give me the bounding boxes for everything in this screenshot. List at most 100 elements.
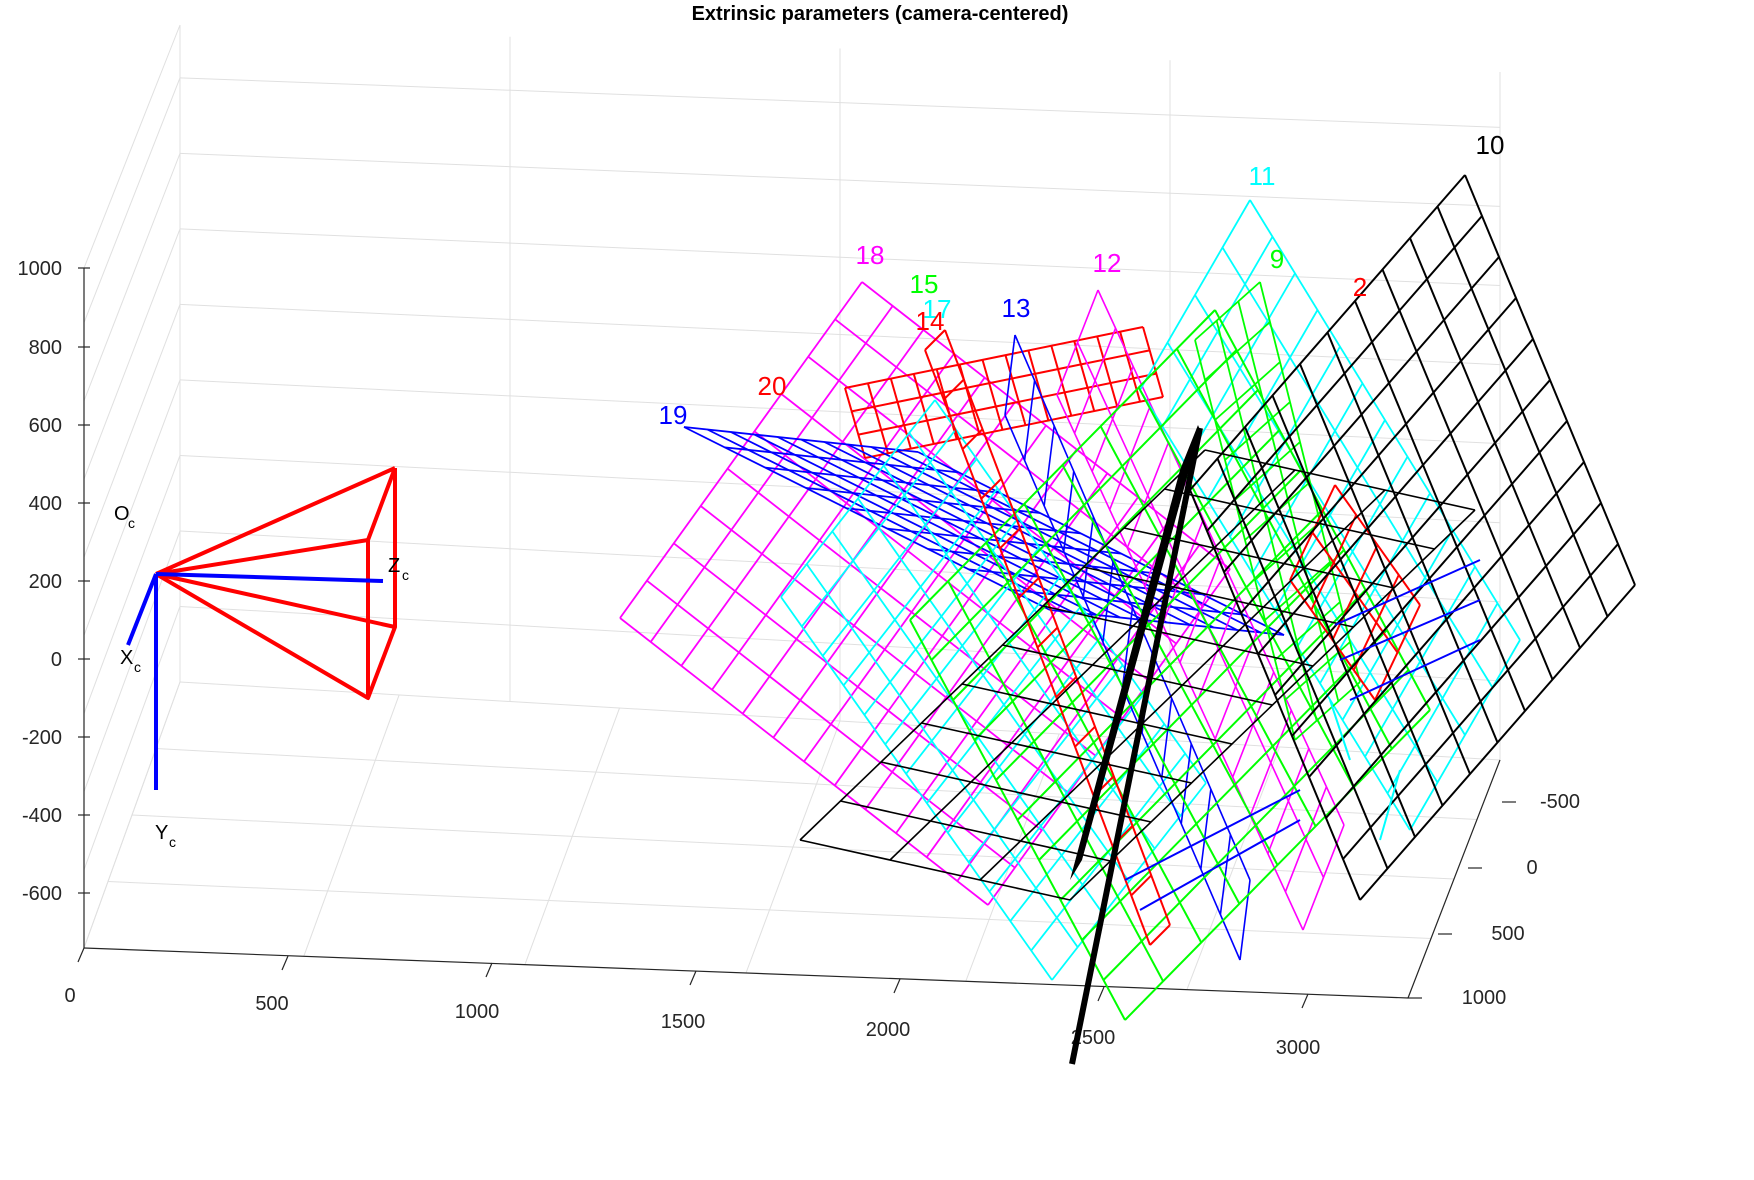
plane-grid-line (935, 368, 958, 440)
plane-grid-line (912, 373, 935, 445)
plane-grid-line (1027, 350, 1050, 421)
plane-grid-line (1126, 442, 1170, 549)
frustum-edge (155, 466, 396, 576)
plane-grid-line (1023, 380, 1036, 461)
plane-grid-line (858, 372, 1157, 436)
calibration-planes (619, 174, 1636, 1065)
plane-grid-line (1142, 326, 1164, 398)
plane-grid-line (882, 465, 1156, 850)
plane-grid-line (1204, 449, 1476, 511)
plane-grid-line (1139, 199, 1251, 391)
camera-y-label-subscript: c (169, 834, 176, 850)
plane-grid-line (1016, 509, 1324, 821)
y-tick-label: 1000 (1462, 987, 1507, 1009)
axes: 0 500 1000 1500 2000 2500 3000-500050010001000… (18, 258, 1581, 1059)
plane-grid-line (1239, 879, 1251, 961)
x-tick-label: 3000 (1276, 1037, 1321, 1059)
grid-line (179, 228, 1501, 287)
plane-grid-line (1055, 676, 1077, 698)
grid-line (155, 748, 1478, 820)
camera-z-label: Z (388, 555, 400, 577)
plane-grid-line (1149, 924, 1171, 946)
plane-19 (683, 426, 1285, 636)
plane-19-fragment (1124, 559, 1481, 911)
plane-grid-line (1009, 588, 1244, 616)
plane-grid-line (1096, 336, 1119, 407)
x-tick-label: 2000 (866, 1019, 911, 1041)
plane-grid-line (889, 378, 912, 449)
plane-edge-on (1070, 425, 1200, 880)
plane-grid-line (1409, 639, 1521, 831)
plane-grid-line (1130, 874, 1152, 897)
x-camera-axis (126, 573, 158, 646)
plane-grid-line (1102, 561, 1114, 643)
plane-grid-line (927, 548, 1163, 575)
plane-grid-line (805, 563, 1079, 948)
z-tick-label: 1000 (18, 258, 63, 280)
x-tick-label: 2500 (1071, 1027, 1116, 1049)
plane-grid-line (683, 426, 919, 453)
plane-grid-line (1254, 521, 1321, 581)
plane-grid-line (1310, 514, 1358, 611)
x-tick-mark (1301, 993, 1309, 1009)
grid-line (83, 455, 181, 714)
plane-grid-line (1069, 509, 1476, 901)
plane-grid-line (741, 377, 986, 715)
y-axis-line (1407, 759, 1501, 999)
x-tick-mark (689, 970, 697, 986)
plane-segment (1139, 819, 1301, 911)
plane-grid-line (831, 530, 1105, 915)
plane-grid-line (823, 441, 1191, 626)
z-tick-label: 600 (29, 415, 62, 437)
plane-edge-on-line (1069, 427, 1203, 1065)
plane-grid-line (777, 436, 1145, 621)
plane-grid-line (1200, 789, 1212, 870)
plane-grid-line (979, 489, 1386, 881)
plane-grid-line (1161, 236, 1274, 428)
plane-label: 12 (1093, 248, 1122, 278)
plane-grid-line (1004, 354, 1027, 426)
x-tick-label: 1500 (661, 1011, 706, 1033)
plane-grid-line (1051, 782, 1207, 981)
camera-x-label: X (120, 647, 133, 669)
plane-14 (924, 329, 1171, 946)
plane-segment (1379, 769, 1401, 841)
plane-segment (1124, 789, 1301, 881)
plane-grid-line (844, 326, 1144, 389)
chart-title: Extrinsic parameters (camera-centered) (692, 3, 1069, 25)
plane-grid-line (1083, 566, 1354, 628)
plane-label: 2 (1353, 272, 1367, 302)
plane-grid-line (1189, 174, 1466, 491)
z-camera-axis (155, 572, 384, 583)
plane-grid-line (1234, 441, 1301, 501)
plane-grid-line (1050, 345, 1073, 417)
plane-grid-line (1240, 297, 1517, 614)
plane-grid-line (765, 466, 1000, 494)
x-tick-label: 0 (64, 985, 75, 1007)
plane-grid-line (1267, 748, 1310, 854)
plane-label: 19 (659, 400, 688, 430)
plane-grid-line (1082, 516, 1095, 597)
plane-grid-line (805, 487, 1041, 514)
frustum-edge (155, 572, 396, 629)
y-tick-label: -500 (1540, 791, 1580, 813)
plane-grid-line (1073, 327, 1117, 434)
plane-grid-line (1206, 309, 1319, 501)
x-tick-mark (77, 947, 85, 963)
plane-grid-line (995, 469, 1302, 781)
z-tick-label: 400 (29, 493, 62, 515)
plane-label: 18 (856, 240, 885, 270)
plane-grid-line (864, 396, 1164, 459)
plane-grid-line (683, 426, 1051, 611)
plane-label: 20 (758, 371, 787, 401)
z-tick-label: -600 (22, 883, 62, 905)
plane-grid-line (730, 431, 1098, 616)
plane-grid-line (1302, 824, 1345, 931)
plane-label: 14 (916, 306, 945, 336)
plane-grid-line (1364, 566, 1476, 758)
plane-15 (909, 309, 1431, 1021)
x-tick-mark (485, 962, 493, 978)
plane-grid-line (851, 349, 1150, 413)
camera-y-label: Y (155, 822, 168, 844)
z-tick-label: 800 (29, 337, 62, 359)
